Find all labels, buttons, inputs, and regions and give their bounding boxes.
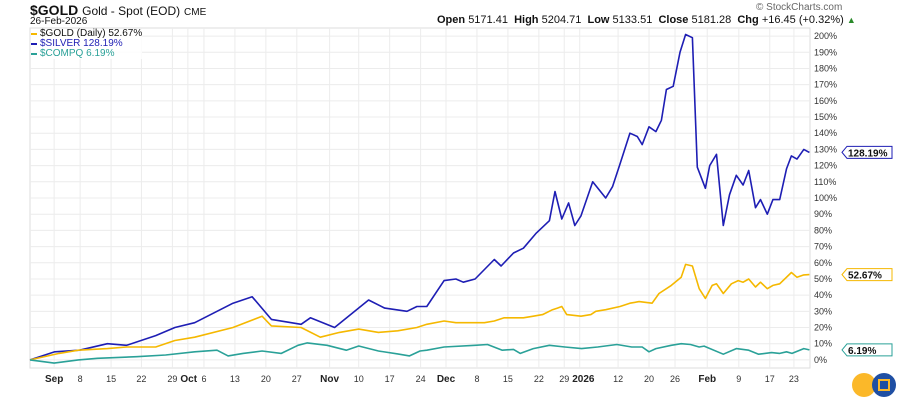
x-tick-label: 15 (106, 374, 116, 384)
stockcharts-logo-icon[interactable] (852, 372, 896, 398)
x-tick-label: Oct (180, 374, 197, 385)
high-value: 5204.71 (541, 14, 582, 26)
brand-watermark: © StockCharts.com (756, 2, 843, 13)
legend-item-compq: $COMPQ 6.19% (31, 49, 142, 59)
x-tick-label: 12 (613, 374, 623, 384)
chart-date: 26-Feb-2026 (30, 16, 88, 27)
x-tick-label: 20 (644, 374, 654, 384)
y-tick-label: 160% (814, 96, 837, 106)
y-tick-label: 30% (814, 306, 832, 316)
last-value-label: 52.67% (848, 271, 882, 282)
low-label: Low (587, 14, 610, 26)
x-tick-label: 9 (736, 374, 741, 384)
x-tick-label: 22 (534, 374, 544, 384)
series-line-gold (29, 263, 810, 361)
y-tick-label: 40% (814, 290, 832, 300)
legend-swatch (31, 43, 37, 45)
x-tick-label: 2026 (572, 374, 595, 385)
open-label: Open (437, 14, 466, 26)
series-line-compq (29, 342, 810, 364)
x-tick-label: 29 (167, 374, 177, 384)
legend-swatch (31, 53, 37, 55)
x-tick-label: Feb (698, 374, 716, 385)
x-tick-label: 24 (416, 374, 426, 384)
symbol: $GOLD (30, 2, 79, 18)
y-tick-label: 120% (814, 161, 837, 171)
x-tick-label: 22 (136, 374, 146, 384)
legend-label: $GOLD (Daily) 52.67% (40, 28, 143, 39)
up-arrow-icon: ▲ (846, 15, 856, 25)
y-tick-label: 110% (814, 177, 836, 187)
last-value-tag (841, 268, 893, 282)
last-value-tag (841, 145, 893, 159)
y-tick-label: 170% (814, 80, 837, 90)
close-value: 5181.28 (691, 14, 732, 26)
x-tick-label: Dec (437, 374, 456, 385)
close-label: Close (658, 14, 689, 26)
x-tick-label: 20 (261, 374, 271, 384)
legend-item-gold: $GOLD (Daily) 52.67% (31, 29, 142, 39)
y-tick-label: 140% (814, 128, 837, 138)
chart-title: $GOLD Gold - Spot (EOD) CME (30, 2, 206, 18)
legend-item-silver: $SILVER 128.19% (31, 39, 142, 49)
low-value: 5133.51 (612, 14, 653, 26)
y-tick-label: 80% (814, 225, 832, 235)
x-tick-label: Nov (320, 374, 339, 385)
y-tick-label: 200% (814, 31, 837, 41)
x-tick-label: 27 (292, 374, 302, 384)
y-tick-label: 100% (814, 193, 837, 203)
last-value-label: 128.19% (848, 148, 888, 159)
last-value-tag (841, 343, 893, 357)
y-tick-label: 70% (814, 242, 832, 252)
legend-label: $SILVER 128.19% (40, 38, 123, 49)
open-value: 5171.41 (468, 14, 508, 26)
x-tick-label: 10 (354, 374, 364, 384)
x-tick-label: 23 (789, 374, 799, 384)
y-tick-label: 190% (814, 47, 837, 57)
chg-label: Chg (737, 14, 759, 26)
y-tick-label: 90% (814, 209, 832, 219)
x-tick-label: 29 (559, 374, 569, 384)
series-line-silver (29, 33, 810, 361)
y-tick-label: 20% (814, 323, 832, 333)
exchange: CME (184, 7, 207, 18)
y-tick-label: 150% (814, 112, 837, 122)
x-tick-label: 17 (385, 374, 395, 384)
y-tick-label: 130% (814, 144, 837, 154)
symbol-name: Gold - Spot (EOD) (82, 4, 181, 18)
chg-value: +16.45 (+0.32%) (761, 14, 844, 26)
legend-label: $COMPQ 6.19% (40, 48, 115, 59)
x-tick-label: 26 (670, 374, 680, 384)
x-tick-label: 6 (201, 374, 206, 384)
x-tick-label: 8 (78, 374, 83, 384)
x-tick-label: 13 (230, 374, 240, 384)
y-tick-label: 50% (814, 274, 832, 284)
x-tick-label: 8 (474, 374, 479, 384)
high-label: High (514, 14, 539, 26)
ohlc-readout: Open 5171.41 High 5204.71 Low 5133.51 Cl… (437, 14, 856, 26)
last-value-label: 6.19% (848, 346, 876, 357)
legend: $GOLD (Daily) 52.67% $SILVER 128.19% $CO… (31, 29, 143, 59)
legend-swatch (31, 33, 37, 35)
y-tick-label: 0% (814, 355, 827, 365)
x-tick-label: 17 (765, 374, 775, 384)
x-tick-label: Sep (45, 374, 63, 385)
y-tick-label: 10% (814, 339, 832, 349)
y-tick-label: 180% (814, 63, 837, 73)
x-tick-label: 15 (503, 374, 513, 384)
y-tick-label: 60% (814, 258, 832, 268)
